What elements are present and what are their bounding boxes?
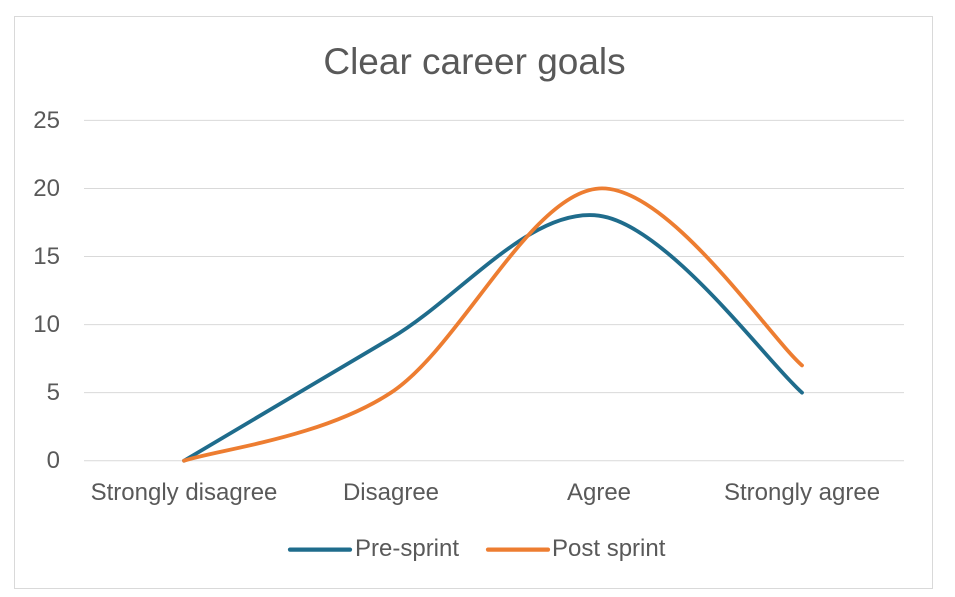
svg-text:Post sprint: Post sprint xyxy=(552,535,666,562)
svg-text:25: 25 xyxy=(33,107,60,134)
svg-text:15: 15 xyxy=(33,243,60,270)
svg-text:Pre-sprint: Pre-sprint xyxy=(355,535,459,562)
svg-text:5: 5 xyxy=(47,379,60,406)
svg-text:20: 20 xyxy=(33,175,60,202)
svg-text:Strongly agree: Strongly agree xyxy=(724,479,880,506)
svg-text:10: 10 xyxy=(33,311,60,338)
svg-text:Disagree: Disagree xyxy=(343,479,439,506)
svg-text:0: 0 xyxy=(47,447,60,474)
svg-text:Agree: Agree xyxy=(567,479,631,506)
svg-text:Strongly disagree: Strongly disagree xyxy=(91,479,278,506)
